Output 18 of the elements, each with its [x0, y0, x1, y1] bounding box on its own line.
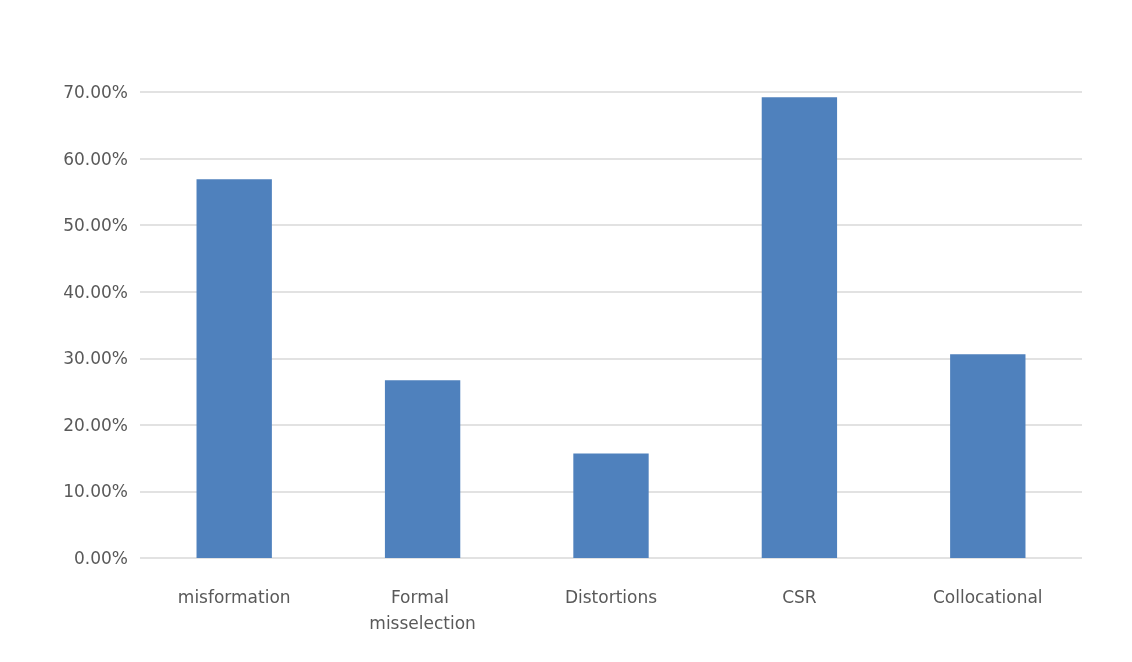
x-tick-label: misformation: [177, 587, 291, 607]
x-tick-label: CSR: [782, 587, 817, 607]
bar: [761, 97, 838, 558]
y-tick-label: 50.00%: [63, 215, 128, 236]
bar: [950, 354, 1026, 558]
x-tick-label: Collocational: [933, 587, 1043, 607]
bar: [196, 179, 272, 558]
bar: [384, 380, 461, 558]
x-tick-label: Formal misselection: [369, 587, 476, 633]
y-tick-label: 20.00%: [63, 414, 128, 435]
y-tick-label: 0.00%: [73, 548, 128, 568]
y-tick-label: 70.00%: [63, 82, 128, 102]
y-tick-label: 40.00%: [63, 281, 128, 302]
y-tick-label: 60.00%: [63, 148, 128, 169]
x-tick-label: Distortions: [564, 587, 658, 607]
y-tick-label: 30.00%: [63, 348, 128, 369]
bar: [573, 453, 649, 558]
y-tick-label: 10.00%: [63, 481, 128, 502]
